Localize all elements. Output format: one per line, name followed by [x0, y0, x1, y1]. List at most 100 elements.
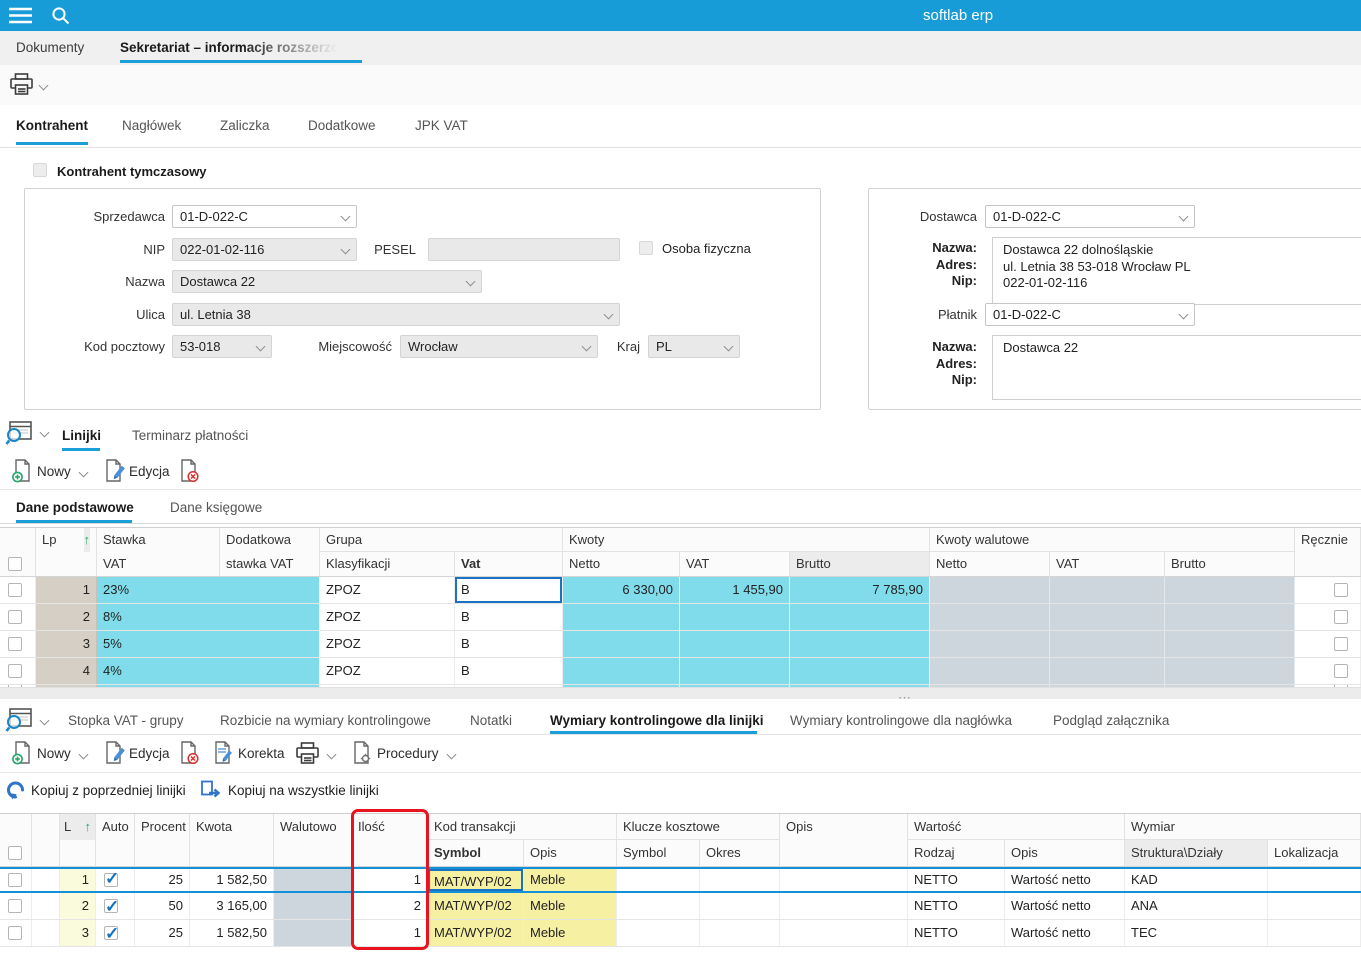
col-header-kwota[interactable]: Kwota [190, 814, 274, 840]
new-line-icon[interactable] [12, 459, 32, 486]
walutowo-cell[interactable] [274, 920, 352, 946]
dodatkowa-cell[interactable] [220, 577, 320, 603]
stawka-cell[interactable]: 8% [97, 604, 220, 630]
col-header-walutowo[interactable]: Walutowo [274, 814, 352, 840]
chevron-down-icon[interactable] [340, 211, 351, 222]
tab-dodatkowe[interactable]: Dodatkowe [308, 118, 376, 133]
new-dropdown-chevron-icon[interactable] [78, 467, 89, 478]
dim-table-row[interactable]: 2 50 3 165,00 2 MAT/WYP/02 Meble NETTO W… [0, 893, 1361, 920]
nazwa-field[interactable]: Dostawca 22 [172, 270, 482, 293]
grupa-cell[interactable]: ZPOZ [320, 577, 455, 603]
brutto-cell[interactable] [790, 631, 930, 657]
vat-wal-cell[interactable] [1050, 658, 1165, 684]
brutto-cell[interactable] [790, 604, 930, 630]
lokalizacja-cell[interactable] [1268, 920, 1361, 946]
tab-terminarz-platnosci[interactable]: Terminarz płatności [132, 428, 249, 443]
row-checkbox[interactable] [8, 610, 22, 624]
row-select-cell[interactable] [0, 893, 32, 919]
edit-line-button[interactable]: Edycja [129, 464, 170, 479]
klucz-symbol-cell[interactable] [617, 893, 700, 919]
walutowo-cell[interactable] [274, 869, 352, 891]
procent-cell[interactable]: 25 [135, 920, 190, 946]
l-cell[interactable]: 1 [60, 869, 96, 891]
brutto-wal-cell[interactable] [1165, 658, 1295, 684]
print-icon[interactable] [295, 742, 320, 768]
select-all-checkbox[interactable] [8, 557, 22, 571]
recznie-cell[interactable] [1295, 631, 1361, 657]
grupa-cell[interactable]: ZPOZ [320, 631, 455, 657]
auto-cell[interactable] [96, 920, 135, 946]
row-checkbox[interactable] [8, 664, 22, 678]
procent-cell[interactable]: 50 [135, 893, 190, 919]
rodzaj-cell[interactable]: NETTO [908, 869, 1005, 891]
symbol-cell[interactable]: MAT/WYP/02 [428, 893, 524, 919]
lokalizacja-cell[interactable] [1268, 869, 1361, 891]
pesel-field[interactable] [428, 238, 620, 261]
row-select-cell[interactable] [0, 577, 36, 603]
col-header-lokalizacja[interactable]: Lokalizacja [1268, 840, 1361, 866]
col-header-procent[interactable]: Procent [135, 814, 190, 840]
row-select-cell[interactable] [0, 658, 36, 684]
okres-cell[interactable] [700, 869, 780, 891]
new-button[interactable]: Nowy [37, 746, 71, 761]
row-checkbox[interactable] [8, 926, 22, 940]
col-header-struktura[interactable]: Struktura\Działy [1125, 840, 1268, 866]
print-dropdown-chevron-icon[interactable] [326, 749, 337, 760]
tab-linijki[interactable]: Linijki [62, 428, 102, 443]
netto-cell[interactable] [563, 658, 680, 684]
recznie-cell[interactable] [1295, 604, 1361, 630]
auto-checkbox[interactable] [104, 869, 119, 889]
auto-checkbox[interactable] [104, 894, 119, 919]
kwota-cell[interactable]: 1 582,50 [190, 869, 274, 891]
wartosc-opis-cell[interactable]: Wartość netto [1005, 920, 1125, 946]
procedury-button[interactable]: Procedury [377, 746, 439, 761]
l-cell[interactable]: 3 [60, 920, 96, 946]
sprzedawca-field[interactable]: 01-D-022-C [172, 205, 357, 228]
select-all-checkbox[interactable] [8, 846, 22, 860]
procedury-icon[interactable] [352, 741, 374, 768]
netto-cell[interactable] [563, 631, 680, 657]
preview-dropdown-chevron-icon[interactable] [39, 715, 50, 726]
stawka-cell[interactable]: 23% [97, 577, 220, 603]
row-checkbox[interactable] [8, 873, 22, 887]
col-header-brutto[interactable]: Brutto [790, 552, 930, 576]
vat-kwota-cell[interactable] [680, 604, 790, 630]
brutto-wal-cell[interactable] [1165, 631, 1295, 657]
kod-opis-cell[interactable]: Meble [524, 869, 617, 891]
col-header-opis[interactable]: Opis [780, 814, 908, 840]
nip-field[interactable]: 022-01-02-116 [172, 238, 357, 261]
col-header-vat[interactable]: Vat [455, 552, 563, 576]
splitter-handle-icon[interactable]: ⋯ [898, 690, 912, 705]
recznie-cell[interactable] [1295, 658, 1361, 684]
col-header-dodatkowa2[interactable]: stawka VAT [220, 552, 320, 576]
symbol-cell-focused[interactable]: MAT/WYP/02 [428, 869, 524, 891]
brutto-wal-cell[interactable] [1165, 577, 1295, 603]
tab-dane-podstawowe[interactable]: Dane podstawowe [16, 500, 134, 515]
vat-wal-cell[interactable] [1050, 631, 1165, 657]
okres-cell[interactable] [700, 920, 780, 946]
chevron-down-icon[interactable] [1178, 309, 1189, 320]
kod-opis-cell[interactable]: Meble [524, 893, 617, 919]
edit-line-icon[interactable] [104, 459, 126, 486]
tab-kontrahent[interactable]: Kontrahent [16, 118, 88, 133]
opis-cell[interactable] [780, 920, 908, 946]
struktura-cell[interactable]: ANA [1125, 893, 1268, 919]
select-all-cell[interactable] [0, 552, 36, 576]
procedury-dropdown-chevron-icon[interactable] [446, 749, 457, 760]
tab-stopka-vat[interactable]: Stopka VAT - grupy [68, 713, 184, 728]
symbol-cell[interactable]: MAT/WYP/02 [428, 920, 524, 946]
wartosc-opis-cell[interactable]: Wartość netto [1005, 869, 1125, 891]
vat-kwota-cell[interactable] [680, 631, 790, 657]
korekta-button[interactable]: Korekta [238, 746, 285, 761]
col-header-vat-wal[interactable]: VAT [1050, 552, 1165, 576]
chevron-down-icon[interactable] [1178, 211, 1189, 222]
col-header-klasyfikacji[interactable]: Klasyfikacji [320, 552, 455, 576]
netto-wal-cell[interactable] [930, 658, 1050, 684]
vat-table-row[interactable]: 1 23% ZPOZ B 6 330,00 1 455,90 7 785,90 [0, 577, 1361, 604]
col-header-kod-opis[interactable]: Opis [524, 840, 617, 866]
col-header-lp[interactable]: Lp ↑ [36, 528, 97, 552]
vat-cell[interactable]: B [455, 631, 563, 657]
recznie-checkbox[interactable] [1334, 637, 1348, 651]
recznie-checkbox[interactable] [1334, 610, 1348, 624]
vat-cell[interactable]: B [455, 658, 563, 684]
